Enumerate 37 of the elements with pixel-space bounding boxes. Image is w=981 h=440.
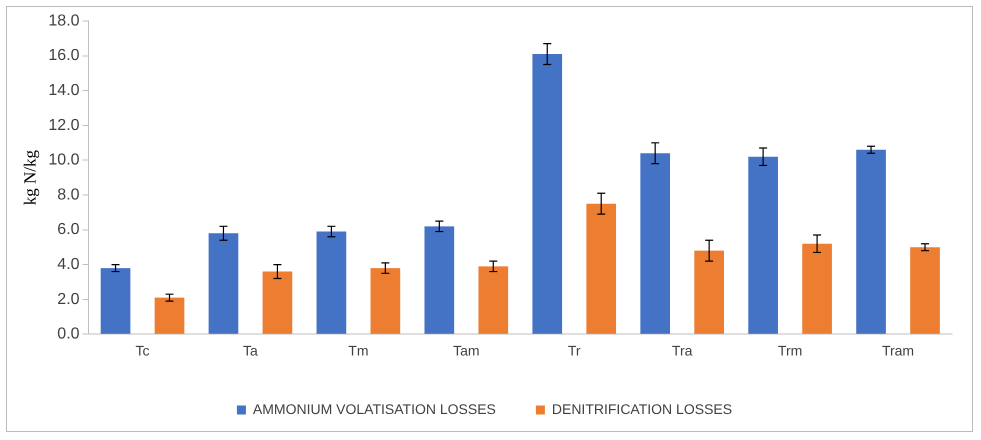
bar <box>802 244 832 334</box>
bar <box>478 266 508 334</box>
y-tick-label: 2.0 <box>57 290 80 308</box>
bar <box>262 272 292 334</box>
x-tick-label: Tm <box>348 342 368 358</box>
bar <box>532 54 562 334</box>
bar <box>154 298 184 334</box>
y-tick-label: 4.0 <box>57 256 80 274</box>
x-tick-label: Tr <box>568 342 581 358</box>
bar <box>748 156 778 334</box>
bar <box>910 247 940 334</box>
bar <box>694 250 724 334</box>
y-tick-label: 0.0 <box>57 326 80 343</box>
bar <box>100 268 130 334</box>
bar <box>640 153 670 334</box>
y-tick-label: 14.0 <box>48 82 80 100</box>
bar <box>424 226 454 334</box>
bar <box>856 150 886 334</box>
y-tick-label: 8.0 <box>57 186 80 204</box>
y-tick-label: 6.0 <box>57 221 80 238</box>
y-axis-title: kg N/kg <box>20 149 40 206</box>
bar <box>370 268 400 334</box>
x-tick-label: Tra <box>672 342 693 358</box>
y-tick-label: 18.0 <box>48 12 80 30</box>
x-tick-label: Ta <box>243 342 258 358</box>
bar <box>208 233 238 334</box>
x-tick-label: Tam <box>453 342 480 358</box>
legend-label: DENITRIFICATION LOSSES <box>552 400 732 417</box>
x-tick-label: Tc <box>136 342 150 358</box>
y-tick-label: 16.0 <box>48 47 80 64</box>
y-tick-label: 10.0 <box>48 152 80 169</box>
legend-label: AMMONIUM VOLATISATION LOSSES <box>252 400 496 417</box>
bar <box>316 232 346 334</box>
bar <box>586 204 616 334</box>
x-tick-label: Tram <box>882 342 914 358</box>
y-tick-label: 12.0 <box>48 116 80 134</box>
x-tick-label: Trm <box>778 342 802 358</box>
